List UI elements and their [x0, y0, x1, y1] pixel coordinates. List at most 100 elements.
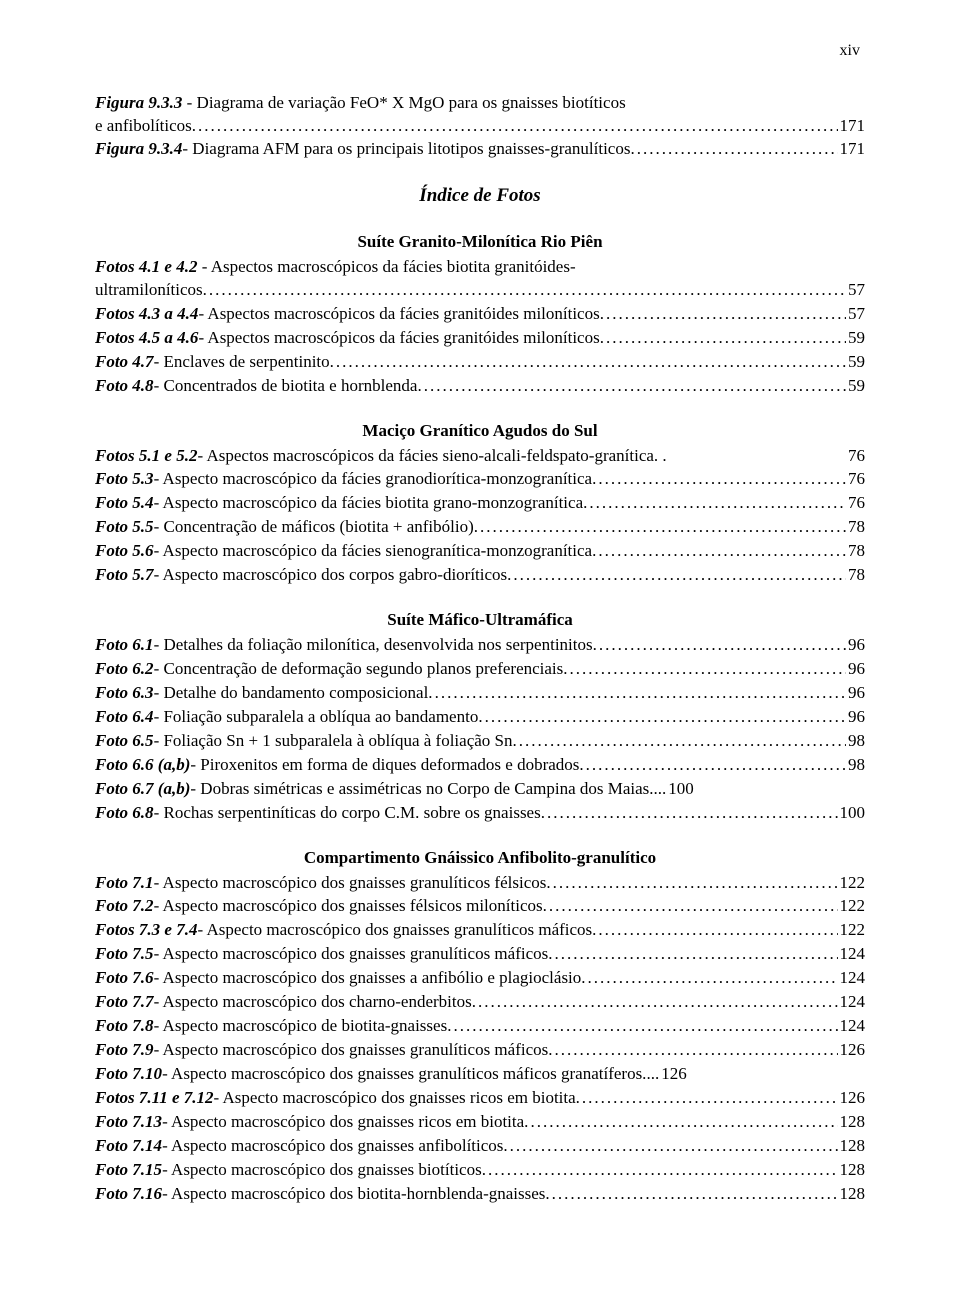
entry-label: Foto 7.1	[95, 872, 154, 895]
entry-label: Foto 6.7 (a,b)	[95, 778, 190, 801]
entry-page: 98	[846, 754, 865, 777]
entry-page: 124	[838, 943, 866, 966]
entry-label: Foto 5.3	[95, 468, 154, 491]
entry-page: 59	[846, 375, 865, 398]
entry-label: Foto 7.16	[95, 1183, 162, 1206]
dots	[596, 540, 846, 563]
entry-page: 98	[846, 730, 865, 753]
entry-page: 122	[838, 919, 866, 942]
entry: Fotos 7.11 e 7.12 - Aspecto macroscópico…	[95, 1087, 865, 1110]
entry: Foto 6.2 - Concentração de deformação se…	[95, 658, 865, 681]
entry: Foto 6.3 - Detalhe do bandamento composi…	[95, 682, 865, 705]
dots	[597, 634, 846, 657]
entry: Foto 7.9 - Aspecto macroscópico dos gnai…	[95, 1039, 865, 1062]
entry-text: - Aspecto macroscópico dos gnaisses gran…	[154, 872, 551, 895]
entry-line: Figura 9.3.3 - Diagrama de variação FeO*…	[95, 92, 865, 115]
main-heading: Índice de Fotos	[95, 183, 865, 209]
entry-label: Foto 5.6	[95, 540, 154, 563]
entry: Foto 6.5 - Foliação Sn + 1 subparalela à…	[95, 730, 865, 753]
entry: Foto 7.6 - Aspecto macroscópico dos gnai…	[95, 967, 865, 990]
entry: Foto 7.8 - Aspecto macroscópico de bioti…	[95, 1015, 865, 1038]
dots	[508, 1135, 838, 1158]
entry-text: - Detalhes da foliação milonítica, desen…	[154, 634, 597, 657]
entry-page: 57	[846, 279, 865, 302]
section-title: Suíte Máfico-Ultramáfica	[95, 609, 865, 632]
entry-cont-text: ultramiloníticos.	[95, 279, 207, 302]
entry-label: Foto 7.7	[95, 991, 154, 1014]
dots	[596, 468, 846, 491]
dots	[517, 730, 846, 753]
entry-line: Fotos 4.1 e 4.2 - Aspectos macroscópicos…	[95, 256, 865, 279]
entry-page: 128	[838, 1135, 866, 1158]
entry-page: 96	[846, 682, 865, 705]
section-title: Suíte Granito-Milonítica Rio Piên	[95, 231, 865, 254]
entry-text: - Aspecto macroscópico da fácies granodi…	[154, 468, 597, 491]
entry-label: Foto 7.14	[95, 1135, 162, 1158]
entry-page: 96	[846, 706, 865, 729]
entry-page: 59	[846, 351, 865, 374]
entry-page: 128	[838, 1159, 866, 1182]
entry: Foto 5.7 - Aspecto macroscópico dos corp…	[95, 564, 865, 587]
entry-text: - Aspecto macroscópico dos gnaisses rico…	[214, 1087, 580, 1110]
entry: Foto 7.1 - Aspecto macroscópico dos gnai…	[95, 872, 865, 895]
entry: Fotos 7.3 e 7.4 - Aspecto macroscópico d…	[95, 919, 865, 942]
section-title: Compartimento Gnáissico Anfibolito-granu…	[95, 847, 865, 870]
entry-label: Foto 6.1	[95, 634, 154, 657]
entry-text: - Aspecto macroscópico dos gnaisses anfi…	[162, 1135, 508, 1158]
entry: Foto 5.3 - Aspecto macroscópico da fácie…	[95, 468, 865, 491]
entry-text: - Concentrados de biotita e hornblenda.	[154, 375, 422, 398]
dots	[433, 682, 846, 705]
entry-page: 100	[666, 778, 694, 801]
entry-label: Foto 7.10	[95, 1063, 162, 1086]
entry-page: 126	[659, 1063, 687, 1086]
entry-text: - Aspecto macroscópico de biotita-gnaiss…	[154, 1015, 452, 1038]
entry-text: - Aspecto macroscópico dos biotita-hornb…	[162, 1183, 550, 1206]
entry-text: - Diagrama de variação FeO* X MgO para o…	[182, 93, 625, 112]
entry: Foto 6.7 (a,b) - Dobras simétricas e ass…	[95, 778, 865, 801]
entry: Figura 9.3.4 - Diagrama AFM para os prin…	[95, 138, 865, 161]
entry: Foto 6.6 (a,b) - Piroxenitos em forma de…	[95, 754, 865, 777]
entry-label: Foto 6.5	[95, 730, 154, 753]
entry: Foto 6.4 - Foliação subparalela a oblíqu…	[95, 706, 865, 729]
entry-label: Fotos 7.3 e 7.4	[95, 919, 197, 942]
section-block: Suíte Máfico-UltramáficaFoto 6.1 - Detal…	[95, 609, 865, 824]
entry-page: 126	[838, 1087, 866, 1110]
entry: Fotos 4.5 a 4.6 - Aspectos macroscópicos…	[95, 327, 865, 350]
entry-page: 59	[846, 327, 865, 350]
entry-label: Foto 4.8	[95, 375, 154, 398]
entry: Foto 7.2 - Aspecto macroscópico dos gnai…	[95, 895, 865, 918]
entry-label: Foto 7.8	[95, 1015, 154, 1038]
entry-page: 128	[838, 1111, 866, 1134]
entry-text: - Aspectos macroscópicos da fácies grani…	[198, 327, 604, 350]
dots	[604, 303, 846, 326]
dots	[553, 1039, 838, 1062]
entry-text: - Aspecto macroscópico dos gnaisses gran…	[154, 943, 553, 966]
entry: Foto 5.4 - Aspecto macroscópico da fácie…	[95, 492, 865, 515]
dots	[550, 1183, 838, 1206]
entry-label: Fotos 7.11 e 7.12	[95, 1087, 214, 1110]
top-entries: Figura 9.3.3 - Diagrama de variação FeO*…	[95, 92, 865, 162]
section-block: Compartimento Gnáissico Anfibolito-granu…	[95, 847, 865, 1206]
entry: Foto 7.16 - Aspecto macroscópico dos bio…	[95, 1183, 865, 1206]
entry-label: Foto 6.8	[95, 802, 154, 825]
entry-text: - Aspecto macroscópico dos charno-enderb…	[154, 991, 476, 1014]
entry-continuation: e anfibolíticos.171	[95, 115, 865, 138]
entry-page: 57	[846, 303, 865, 326]
entry-label: Figura 9.3.4	[95, 138, 182, 161]
entry-label: Foto 7.6	[95, 967, 154, 990]
entry-page: 124	[838, 991, 866, 1014]
entry-label: Foto 4.7	[95, 351, 154, 374]
entry-page: 76	[846, 468, 865, 491]
dots	[635, 138, 838, 161]
entry-label: Foto 7.5	[95, 943, 154, 966]
dots	[486, 1159, 838, 1182]
entry-page: 126	[838, 1039, 866, 1062]
dots	[545, 802, 838, 825]
entry-text: - Dobras simétricas e assimétricas no Co…	[190, 778, 653, 801]
dots	[511, 564, 846, 587]
entry-label: Fotos 4.5 a 4.6	[95, 327, 198, 350]
dots	[596, 919, 837, 942]
entry-label: Foto 7.15	[95, 1159, 162, 1182]
entry-text: - Aspecto macroscópico dos gnaisses gran…	[154, 1039, 553, 1062]
entry-text: - Aspecto macroscópico dos corpos gabro-…	[154, 564, 512, 587]
